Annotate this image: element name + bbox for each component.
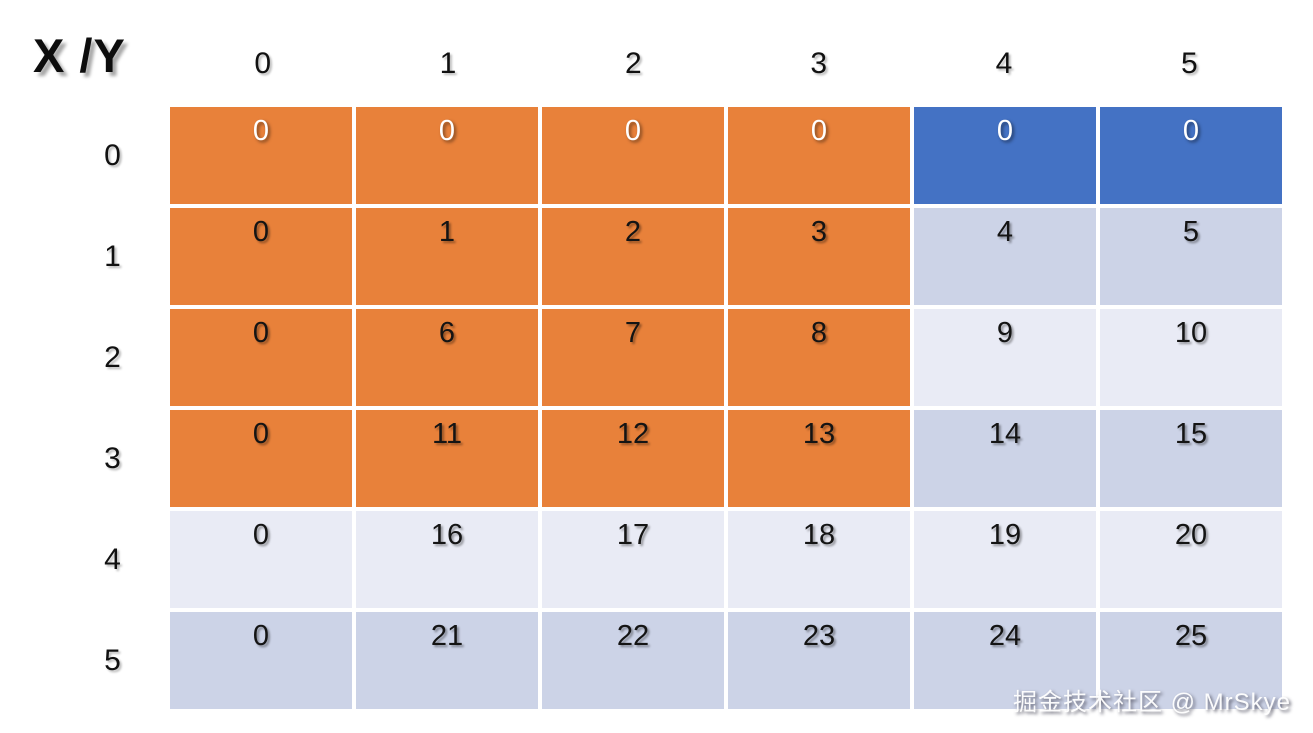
cell-value: 24 [988, 620, 1022, 652]
grid-cell-r2-c5: 10 [1100, 309, 1282, 406]
row-header-1: 1 [104, 239, 121, 273]
cell-value: 1 [438, 216, 456, 248]
cell-value: 9 [996, 317, 1014, 349]
cell-value: 11 [431, 418, 463, 450]
row-header-3: 3 [104, 441, 121, 475]
axis-corner-label: X /Y [33, 29, 126, 82]
cell-value: 18 [802, 519, 836, 551]
cell-value: 0 [252, 317, 270, 349]
grid-cell-r3-c0: 0 [170, 410, 352, 507]
grid-cell-r1-c1: 1 [356, 208, 538, 305]
grid-cell-r1-c3: 3 [728, 208, 910, 305]
grid-cell-r3-c5: 15 [1100, 410, 1282, 507]
grid-cell-r4-c3: 18 [728, 511, 910, 608]
cell-value: 0 [252, 519, 270, 551]
grid-cell-r0-c4: 0 [914, 107, 1096, 204]
grid-cell-r5-c3: 23 [728, 612, 910, 709]
grid-cell-r2-c2: 7 [542, 309, 724, 406]
grid-cell-r1-c2: 2 [542, 208, 724, 305]
row-header-4: 4 [104, 542, 121, 576]
cell-value: 0 [624, 115, 642, 147]
cell-value: 7 [624, 317, 642, 349]
cell-value: 3 [810, 216, 828, 248]
cell-value: 0 [252, 418, 270, 450]
grid-cell-r3-c4: 14 [914, 410, 1096, 507]
cell-value: 21 [430, 620, 464, 652]
row-headers: 0 1 2 3 4 5 [0, 107, 170, 709]
cell-value: 0 [996, 115, 1014, 147]
grid-cell-r5-c4: 24 [914, 612, 1096, 709]
cell-value: 10 [1174, 317, 1208, 349]
grid-cell-r3-c3: 13 [728, 410, 910, 507]
cell-value: 0 [810, 115, 828, 147]
grid-cell-r2-c4: 9 [914, 309, 1096, 406]
column-header-4: 4 [995, 47, 1013, 80]
cell-value: 4 [996, 216, 1014, 248]
column-header-2: 2 [624, 47, 642, 80]
grid-cell-r0-c3: 0 [728, 107, 910, 204]
grid-cell-r5-c5: 25 [1100, 612, 1282, 709]
cell-value: 0 [252, 216, 270, 248]
grid-cell-r4-c1: 16 [356, 511, 538, 608]
grid-cell-r4-c2: 17 [542, 511, 724, 608]
cell-value: 22 [616, 620, 650, 652]
grid-cell-r5-c2: 22 [542, 612, 724, 709]
grid-cell-r2-c1: 6 [356, 309, 538, 406]
grid-cell-r2-c0: 0 [170, 309, 352, 406]
cell-value: 23 [802, 620, 836, 652]
cell-value: 25 [1174, 620, 1208, 652]
grid-cell-r5-c1: 21 [356, 612, 538, 709]
grid-cell-r4-c0: 0 [170, 511, 352, 608]
grid-cell-r1-c0: 0 [170, 208, 352, 305]
cell-value: 13 [802, 418, 836, 450]
cell-value: 0 [438, 115, 456, 147]
cell-value: 0 [1182, 115, 1200, 147]
grid-cell-r1-c5: 5 [1100, 208, 1282, 305]
cell-value: 8 [810, 317, 828, 349]
row-header-5: 5 [104, 643, 121, 677]
cell-value: 5 [1182, 216, 1200, 248]
column-header-3: 3 [810, 47, 827, 80]
grid-cell-r5-c0: 0 [170, 612, 352, 709]
column-header-1: 1 [439, 47, 457, 80]
cell-value: 15 [1174, 418, 1208, 450]
grid-cell-r0-c0: 0 [170, 107, 352, 204]
grid-cell-r3-c2: 12 [542, 410, 724, 507]
cell-value: 0 [252, 115, 270, 147]
cell-value: 20 [1174, 519, 1208, 551]
cell-value: 6 [438, 317, 456, 349]
matrix-grid: 0 0 0 0 0 0 0 1 2 3 4 5 0 6 7 8 9 10 0 11 12 13 14 15 0 16 17 18 19 2… [170, 107, 1282, 709]
column-header-5: 5 [1180, 47, 1198, 80]
cell-value: 19 [988, 519, 1022, 551]
cell-value: 17 [616, 519, 650, 551]
cell-value: 16 [430, 519, 464, 551]
cell-value: 14 [988, 418, 1022, 450]
grid-cell-r4-c5: 20 [1100, 511, 1282, 608]
column-headers: 0 1 2 3 4 5 [170, 38, 1282, 90]
row-header-0: 0 [104, 138, 121, 172]
column-header-0: 0 [254, 47, 271, 80]
grid-cell-r0-c5: 0 [1100, 107, 1282, 204]
cell-value: 12 [616, 418, 650, 450]
watermark: 掘金技术社区 @ MrSkye [1012, 689, 1291, 716]
grid-cell-r3-c1: 11 [356, 410, 538, 507]
grid-cell-r2-c3: 8 [728, 309, 910, 406]
grid-cell-r1-c4: 4 [914, 208, 1096, 305]
grid-cell-r0-c2: 0 [542, 107, 724, 204]
cell-value: 0 [252, 620, 270, 652]
grid-cell-r4-c4: 19 [914, 511, 1096, 608]
cell-value: 2 [624, 216, 642, 248]
grid-cell-r0-c1: 0 [356, 107, 538, 204]
row-header-2: 2 [104, 340, 121, 374]
